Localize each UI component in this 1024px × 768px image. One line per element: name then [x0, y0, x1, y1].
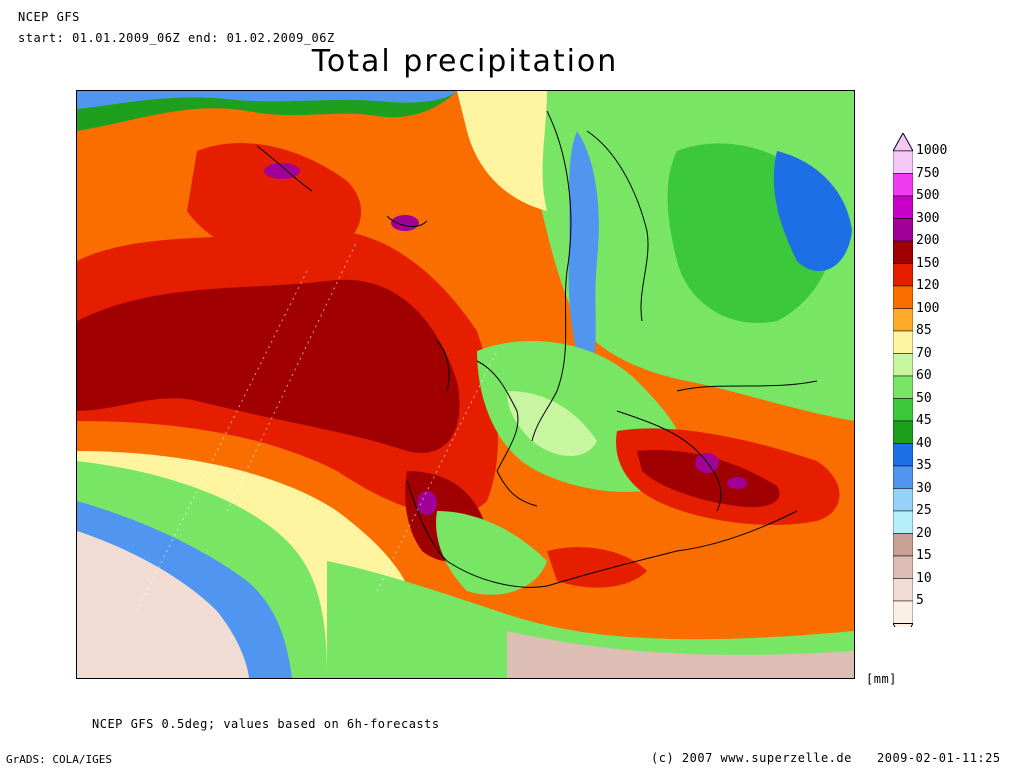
legend-swatch — [893, 330, 913, 354]
legend-colorbar — [893, 133, 913, 627]
legend-label: 500 — [916, 188, 940, 203]
legend-label: 60 — [916, 368, 932, 383]
legend-labels: 1000 750 500 300 200 150 120 100 85 70 60 50 45 40 35 3… — [916, 133, 976, 627]
legend-label: 20 — [916, 525, 932, 541]
field-iceland-purple — [391, 215, 419, 231]
field-nafrica-green — [327, 561, 854, 678]
legend-swatch — [893, 195, 913, 219]
legend-swatch — [893, 488, 913, 512]
map-title: Total precipitation — [311, 44, 619, 79]
legend-label: 70 — [916, 345, 932, 361]
field-sahara-pale — [77, 531, 249, 678]
period-label: start: 01.01.2009_06Z end: 01.02.2009_06… — [18, 31, 335, 45]
legend-label: 40 — [916, 435, 932, 451]
legend-label: 45 — [916, 413, 932, 428]
field-adriatic-purple — [727, 477, 747, 489]
field-arctic-blue — [77, 91, 457, 109]
legend-label: 15 — [916, 548, 932, 563]
field-arctic-green — [77, 91, 457, 131]
legend-swatch — [893, 218, 913, 242]
legend-swatch — [893, 308, 913, 332]
legend-label: 50 — [916, 390, 932, 406]
legend-swatch — [893, 465, 913, 489]
field-med-red — [547, 547, 647, 588]
legend-label: 35 — [916, 458, 932, 473]
color-legend: 1000 750 500 300 200 150 120 100 85 70 60 50 45 40 35 3… — [893, 133, 973, 633]
legend-label: 85 — [916, 323, 932, 338]
legend-swatch — [893, 443, 913, 467]
legend-label: 300 — [916, 210, 940, 226]
copyright-link[interactable]: (c) 2007 www.superzelle.de — [651, 751, 852, 765]
legend-label: 750 — [916, 165, 940, 181]
field-balkans-darkred — [637, 450, 780, 508]
precipitation-map — [76, 90, 855, 679]
legend-label: 120 — [916, 278, 940, 293]
legend-swatch — [893, 578, 913, 602]
model-note: NCEP GFS 0.5deg; values based on 6h-fore… — [92, 717, 440, 731]
graticule — [136, 240, 498, 612]
legend-label: 150 — [916, 255, 940, 271]
field-north-red — [187, 142, 362, 262]
legend-swatch — [893, 510, 913, 534]
legend-swatch — [893, 420, 913, 444]
software-credit: GrADS: COLA/IGES — [6, 753, 112, 766]
legend-bottom-arrow — [893, 623, 913, 627]
field-atlantic-darkred — [77, 279, 460, 453]
field-italy-purple — [695, 453, 719, 473]
field-east-blue — [773, 151, 852, 271]
legend-swatch — [893, 533, 913, 557]
legend-swatch — [893, 375, 913, 399]
unit-label: [mm] — [866, 672, 897, 686]
coastlines — [256, 110, 818, 588]
field-north-yellow — [457, 91, 547, 211]
legend-swatch — [893, 353, 913, 377]
legend-label: 30 — [916, 480, 932, 496]
legend-swatch — [893, 398, 913, 422]
legend-swatch — [893, 555, 913, 579]
timestamp: 2009-02-01-11:25 — [877, 751, 1001, 765]
field-nafrica-brown — [507, 631, 854, 678]
field-portugal-purple — [417, 491, 437, 515]
legend-swatch — [893, 150, 913, 174]
legend-swatch — [893, 285, 913, 309]
model-label: NCEP GFS — [18, 10, 80, 24]
legend-label: 200 — [916, 233, 940, 248]
legend-label: 25 — [916, 503, 932, 518]
field-central-light — [507, 391, 597, 456]
field-baltic-blue — [568, 131, 599, 381]
legend-swatch — [893, 240, 913, 264]
field-spain-green — [436, 511, 547, 595]
legend-swatch — [893, 173, 913, 197]
legend-swatch — [893, 600, 913, 624]
legend-swatch — [893, 263, 913, 287]
field-greenland-purple — [264, 163, 300, 179]
legend-top-arrow — [893, 133, 913, 152]
legend-label: 5 — [916, 593, 924, 608]
legend-label: 1000 — [916, 143, 948, 158]
legend-label: 100 — [916, 300, 940, 316]
legend-label: 10 — [916, 570, 932, 586]
